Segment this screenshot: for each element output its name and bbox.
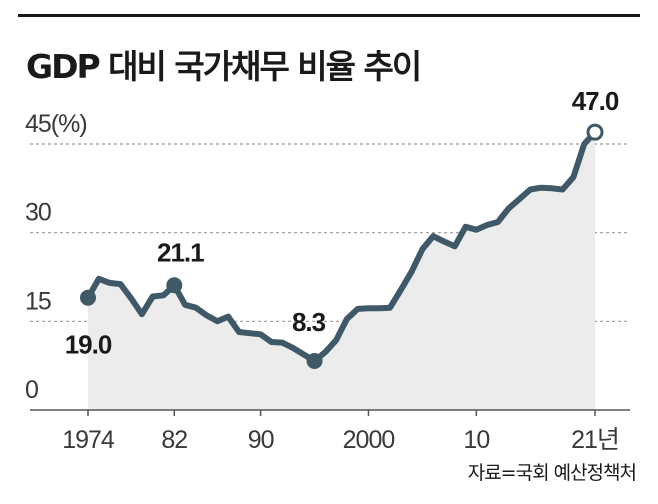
top-rule xyxy=(18,14,640,17)
data-points xyxy=(80,123,604,369)
point-2021 xyxy=(586,123,604,141)
area-fill xyxy=(88,132,595,410)
x-tick-label-2000: 2000 xyxy=(343,426,395,454)
data-label-1995: 8.3 xyxy=(292,307,326,337)
data-label-2021: 47.0 xyxy=(572,86,619,116)
point-1982 xyxy=(166,277,183,294)
y-tick-label-0: 0 xyxy=(25,376,38,404)
area-shape xyxy=(88,132,595,410)
y-axis-ticks: 45(%) 30 15 0 xyxy=(25,110,88,404)
data-label-1974: 19.0 xyxy=(65,330,112,360)
x-tick-label-1974: 1974 xyxy=(62,426,115,454)
point-1974 xyxy=(80,289,96,306)
x-tick-label-2021: 21년 xyxy=(571,426,619,454)
x-axis xyxy=(30,409,630,416)
x-tick-label-2010: 10 xyxy=(463,426,489,454)
x-tick-label-1990: 90 xyxy=(248,426,274,454)
chart-title: GDP 대비 국가채무 비율 추이 xyxy=(26,47,422,86)
point-1995 xyxy=(306,352,323,369)
data-label-1982: 21.1 xyxy=(157,237,204,267)
y-tick-label-15: 15 xyxy=(25,287,51,315)
y-tick-label-30: 30 xyxy=(25,199,51,227)
x-tick-label-1982: 82 xyxy=(161,426,187,454)
x-axis-ticks: 1974 82 90 2000 10 21년 xyxy=(62,426,620,454)
data-labels: 19.0 21.1 8.3 47.0 xyxy=(65,86,620,360)
y-tick-label-45: 45(%) xyxy=(25,110,87,138)
source-note: 자료=국회 예산정책처 xyxy=(467,462,637,484)
